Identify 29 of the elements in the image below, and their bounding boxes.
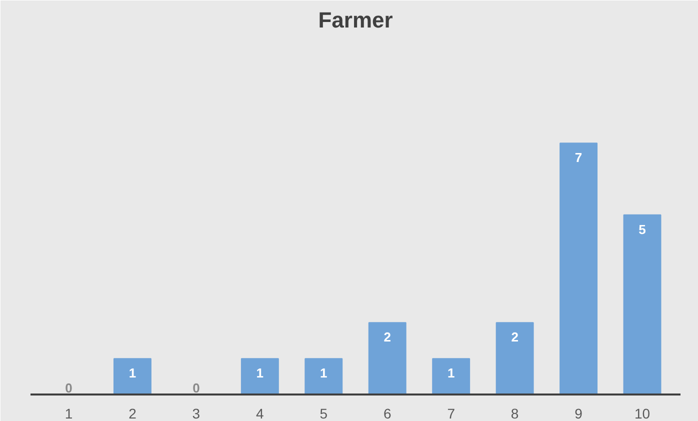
chart-title: Farmer bbox=[318, 8, 394, 32]
data-label: 2 bbox=[511, 330, 518, 345]
data-label: 1 bbox=[320, 366, 328, 381]
data-label: 0 bbox=[65, 380, 72, 396]
x-tick-label: 4 bbox=[256, 406, 264, 421]
x-tick-label: 7 bbox=[447, 406, 456, 421]
bar bbox=[623, 214, 662, 394]
x-tick-label: 10 bbox=[634, 406, 650, 421]
data-label: 7 bbox=[574, 150, 582, 166]
x-tick-label: 1 bbox=[64, 406, 73, 421]
data-label: 5 bbox=[638, 222, 646, 237]
bar bbox=[368, 322, 406, 394]
x-tick-label: 2 bbox=[128, 406, 137, 421]
data-label: 1 bbox=[256, 366, 264, 381]
bar bbox=[113, 358, 152, 394]
data-label: 0 bbox=[192, 380, 200, 396]
x-tick-label: 9 bbox=[574, 406, 583, 421]
bar bbox=[240, 358, 279, 394]
data-label: 2 bbox=[384, 330, 391, 345]
x-tick-label: 8 bbox=[510, 406, 519, 421]
bar bbox=[560, 142, 598, 394]
bar bbox=[432, 358, 470, 394]
data-label: 1 bbox=[447, 366, 455, 381]
x-tick-label: 3 bbox=[192, 406, 200, 421]
data-label: 1 bbox=[128, 366, 136, 381]
x-tick-label: 6 bbox=[383, 406, 392, 421]
bar bbox=[304, 358, 343, 394]
x-tick-label: 5 bbox=[320, 406, 328, 421]
bar bbox=[496, 322, 534, 394]
